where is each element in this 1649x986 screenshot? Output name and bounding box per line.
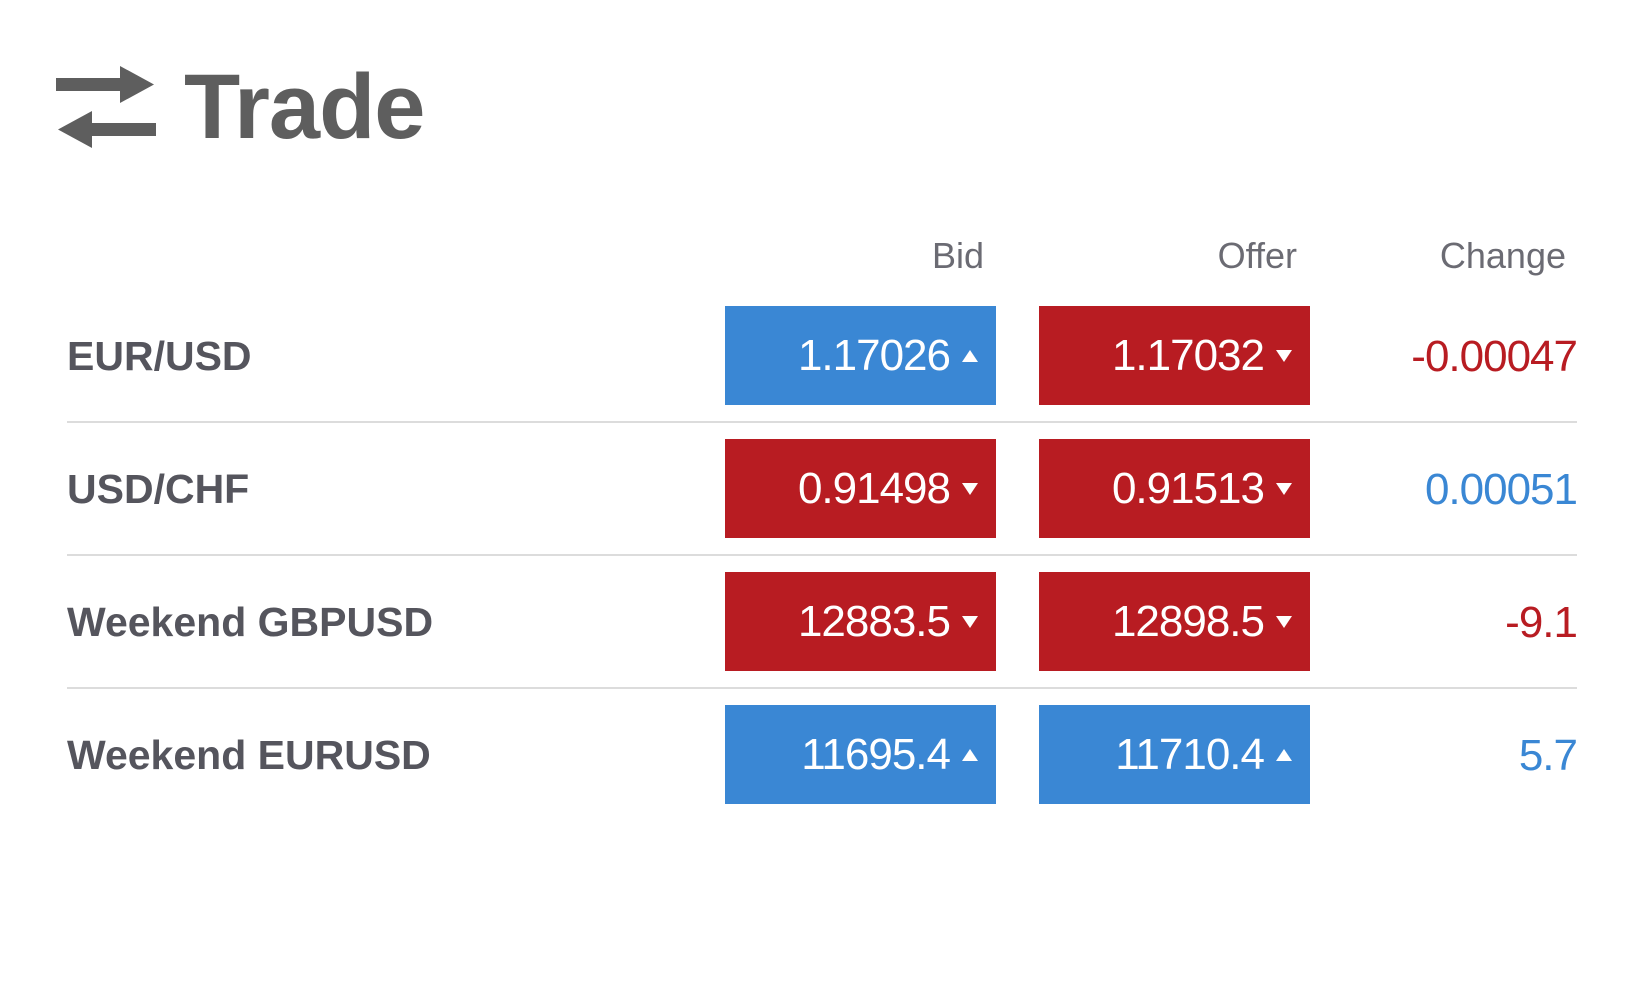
- row-divider: [67, 421, 1577, 423]
- table-row: Weekend EURUSD 11695.4 11710.4 5.7: [67, 689, 1578, 822]
- triangle-down-icon: [962, 615, 978, 628]
- column-header-offer: Offer: [1217, 235, 1297, 276]
- row-divider: [67, 687, 1577, 689]
- change-value: 0.00051: [1424, 465, 1578, 514]
- offer-price-button[interactable]: 1.17032: [1039, 306, 1310, 405]
- bid-price-button[interactable]: 12883.5: [725, 572, 996, 671]
- bid-price-button[interactable]: 11695.4: [725, 705, 996, 804]
- triangle-down-icon: [1276, 349, 1292, 362]
- triangle-down-icon: [1276, 482, 1292, 495]
- instrument-name: USD/CHF: [67, 466, 250, 512]
- bid-price-button[interactable]: 1.17026: [725, 306, 996, 405]
- offer-price-value: 12898.5: [1111, 596, 1265, 646]
- change-value: 5.7: [1518, 731, 1578, 780]
- offer-price-value: 11710.4: [1115, 729, 1265, 779]
- bid-price-button[interactable]: 0.91498: [725, 439, 996, 538]
- offer-price-button[interactable]: 11710.4: [1039, 705, 1310, 804]
- change-value: -9.1: [1505, 598, 1578, 647]
- offer-price-value: 1.17032: [1111, 330, 1265, 380]
- instrument-name: Weekend GBPUSD: [67, 599, 434, 645]
- instrument-name: Weekend EURUSD: [67, 732, 431, 778]
- change-value: -0.00047: [1411, 332, 1578, 381]
- table-row: EUR/USD 1.17026 1.17032 -0.00047: [67, 290, 1578, 423]
- bid-price-value: 12883.5: [797, 596, 951, 646]
- table-row: Weekend GBPUSD 12883.5 12898.5 -9.1: [67, 556, 1578, 689]
- page-header: Trade: [56, 52, 425, 162]
- triangle-up-icon: [1276, 748, 1292, 761]
- triangle-up-icon: [962, 349, 978, 362]
- triangle-down-icon: [962, 482, 978, 495]
- column-header-bid: Bid: [931, 235, 984, 276]
- offer-price-button[interactable]: 12898.5: [1039, 572, 1310, 671]
- bid-price-value: 0.91498: [797, 463, 951, 513]
- table-row: USD/CHF 0.91498 0.91513 0.00051: [67, 423, 1578, 556]
- row-divider: [67, 554, 1577, 556]
- page-title: Trade: [184, 56, 425, 158]
- triangle-down-icon: [1276, 615, 1292, 628]
- bid-price-value: 11695.4: [801, 729, 951, 779]
- column-header-change: Change: [1439, 235, 1566, 276]
- instrument-name: EUR/USD: [67, 333, 252, 379]
- triangle-up-icon: [962, 748, 978, 761]
- offer-price-button[interactable]: 0.91513: [1039, 439, 1310, 538]
- swap-arrows-icon: [56, 66, 156, 148]
- bid-price-value: 1.17026: [797, 330, 951, 380]
- offer-price-value: 0.91513: [1111, 463, 1265, 513]
